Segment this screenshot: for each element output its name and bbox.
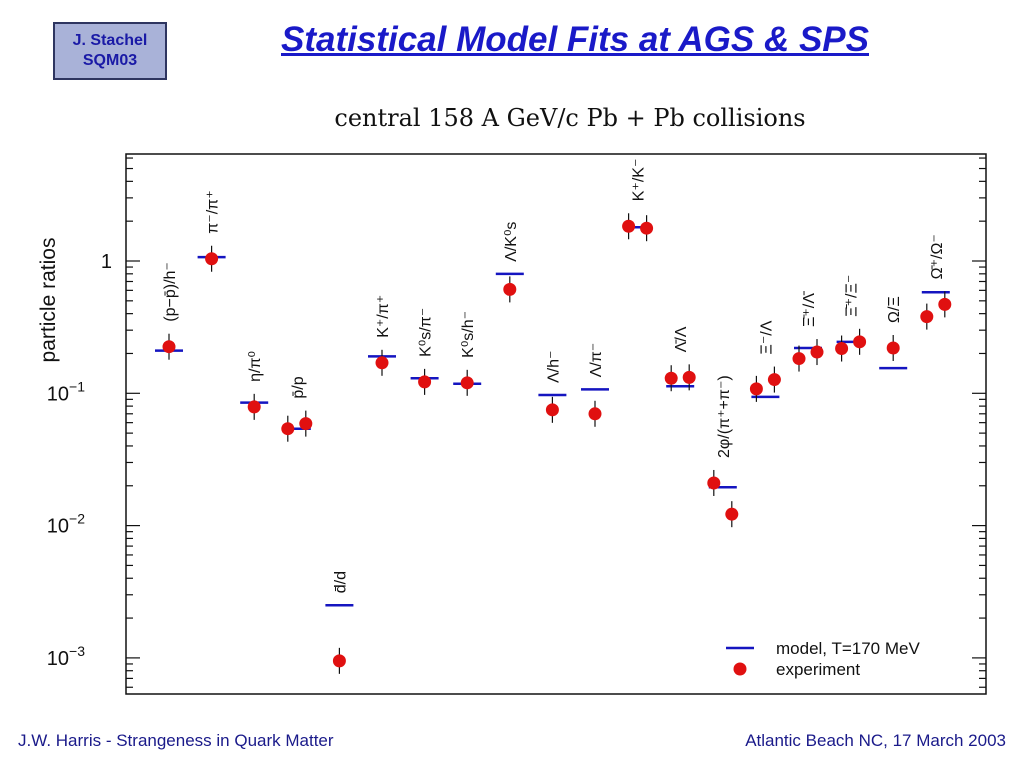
plot-frame <box>125 153 987 695</box>
ratio-label: d̄/d <box>332 571 349 593</box>
conference-tag: SQM03 <box>82 52 138 69</box>
experiment-point <box>545 403 559 417</box>
slide-title: Statistical Model Fits at AGS & SPS <box>281 20 869 59</box>
experiment-point <box>418 375 432 389</box>
ratio-label: Λ/h⁻ <box>545 351 562 383</box>
footer-left: J.W. Harris - Strangeness in Quark Matte… <box>18 731 334 750</box>
experiment-point <box>938 297 952 311</box>
experiment-point <box>299 417 313 431</box>
ratio-label: K⁺/π⁺ <box>375 295 392 338</box>
y-axis-ticks <box>126 157 986 688</box>
ratio-label: Ξ⁻/Λ <box>758 320 775 354</box>
footer-right: Atlantic Beach NC, 17 March 2003 <box>745 731 1006 750</box>
experiment-point <box>707 476 721 490</box>
experiment-point <box>725 507 739 521</box>
ratio-label: Ω̄⁺/Ω⁻ <box>929 234 946 279</box>
ratio-label: K⁺/K⁻ <box>631 159 648 202</box>
ratio-label: Ξ̄⁺/Λ̄ <box>801 290 818 327</box>
experiment-point <box>205 252 219 266</box>
ratio-label: p̄/p <box>290 376 307 398</box>
legend-model-label: model, T=170 MeV <box>776 639 920 658</box>
experiment-point <box>920 310 934 324</box>
legend-experiment-swatch <box>733 662 747 676</box>
legend: model, T=170 MeV experiment <box>726 639 920 679</box>
experiment-point <box>375 356 389 370</box>
y-tick-label: 1 <box>101 251 112 273</box>
author-name: J. Stachel <box>72 32 148 49</box>
ratio-label: K⁰s/π⁻ <box>418 308 435 357</box>
y-tick-label: 10−3 <box>47 643 85 670</box>
y-tick-label: 10−1 <box>47 378 85 405</box>
ratio-label: (p−p̄)/h⁻ <box>162 262 179 322</box>
y-tick-label: 10−2 <box>47 511 85 538</box>
experiment-point <box>247 400 261 414</box>
experiment-point <box>281 422 295 436</box>
ratio-label: Ξ̄⁺/Ξ⁻ <box>844 275 861 317</box>
ratio-label: 2φ/(π⁺+π⁻) <box>716 375 733 458</box>
data-marks <box>155 213 952 674</box>
ratio-label: Λ/K⁰s <box>503 222 520 262</box>
experiment-point <box>503 282 517 296</box>
experiment-point <box>640 221 654 235</box>
experiment-point <box>588 407 602 421</box>
experiment-point <box>162 340 176 354</box>
ratio-label: η/π⁰ <box>247 351 264 382</box>
ratio-label: Λ/π⁻ <box>588 343 605 378</box>
chart-title: central 158 A GeV/c Pb + Pb collisions <box>334 104 806 132</box>
experiment-point <box>853 335 867 349</box>
experiment-point <box>460 376 474 390</box>
experiment-point <box>835 342 849 356</box>
ratio-labels: (p−p̄)/h⁻ π⁻/π⁺ η/π⁰ p̄/p d̄/d K⁺/π⁺ K⁰s/π⁻ K⁰s… <box>162 159 946 594</box>
y-axis-label: particle ratios <box>37 238 60 363</box>
ratio-label: Λ̄/Λ <box>673 326 690 352</box>
experiment-point <box>886 341 900 355</box>
experiment-point <box>664 371 678 385</box>
experiment-point <box>682 370 696 384</box>
experiment-point <box>810 345 824 359</box>
legend-experiment-label: experiment <box>776 660 860 679</box>
ratio-label: π⁻/π⁺ <box>205 190 222 233</box>
experiment-point <box>767 373 781 387</box>
experiment-point <box>622 219 636 233</box>
author-box: J. Stachel SQM03 <box>53 22 167 80</box>
ratio-label: K⁰s/h⁻ <box>460 311 477 358</box>
experiment-point <box>332 654 346 668</box>
ratio-label: Ω/Ξ <box>886 296 903 323</box>
experiment-point <box>792 352 806 366</box>
experiment-point <box>749 382 763 396</box>
